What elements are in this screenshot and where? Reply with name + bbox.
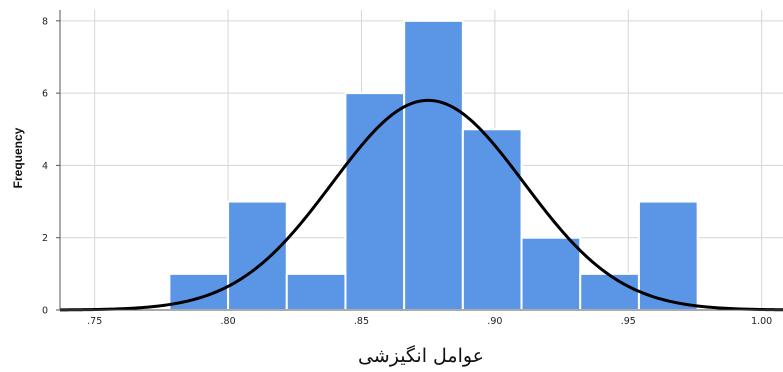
x-tick-label-0: .75 bbox=[87, 316, 102, 327]
y-axis-label: Frequency bbox=[11, 127, 25, 188]
histogram-bar-8 bbox=[637, 200, 699, 312]
histogram-bar-4 bbox=[403, 19, 464, 311]
y-tick-label-3: 6 bbox=[42, 89, 48, 100]
y-tick-labels: 0 2 4 6 8 bbox=[42, 16, 60, 317]
axes bbox=[59, 10, 783, 311]
histogram-bar-7 bbox=[579, 272, 640, 311]
x-tick-label-3: .90 bbox=[487, 316, 502, 327]
histogram-bar-5 bbox=[461, 128, 523, 311]
x-tick-labels: .75 .80 .85 .90 .95 1.00 bbox=[87, 316, 772, 327]
histogram-bar-3 bbox=[344, 92, 406, 312]
x-tick-label-4: .95 bbox=[621, 316, 636, 327]
y-tick-label-2: 4 bbox=[42, 161, 48, 172]
x-axis-label: عوامل انگیزشی bbox=[358, 344, 484, 367]
x-tick-label-1: .80 bbox=[221, 316, 236, 327]
normal-curve bbox=[59, 98, 783, 312]
histogram-bar-6 bbox=[520, 236, 582, 311]
histogram-bar-2 bbox=[285, 272, 347, 311]
y-tick-label-1: 2 bbox=[42, 233, 48, 244]
y-tick-label-4: 8 bbox=[42, 16, 48, 27]
x-tick-label-2: .85 bbox=[354, 316, 369, 327]
y-tick-label-0: 0 bbox=[42, 306, 48, 317]
histogram-bar-1 bbox=[227, 200, 288, 312]
x-tick-label-5: 1.00 bbox=[751, 316, 772, 327]
